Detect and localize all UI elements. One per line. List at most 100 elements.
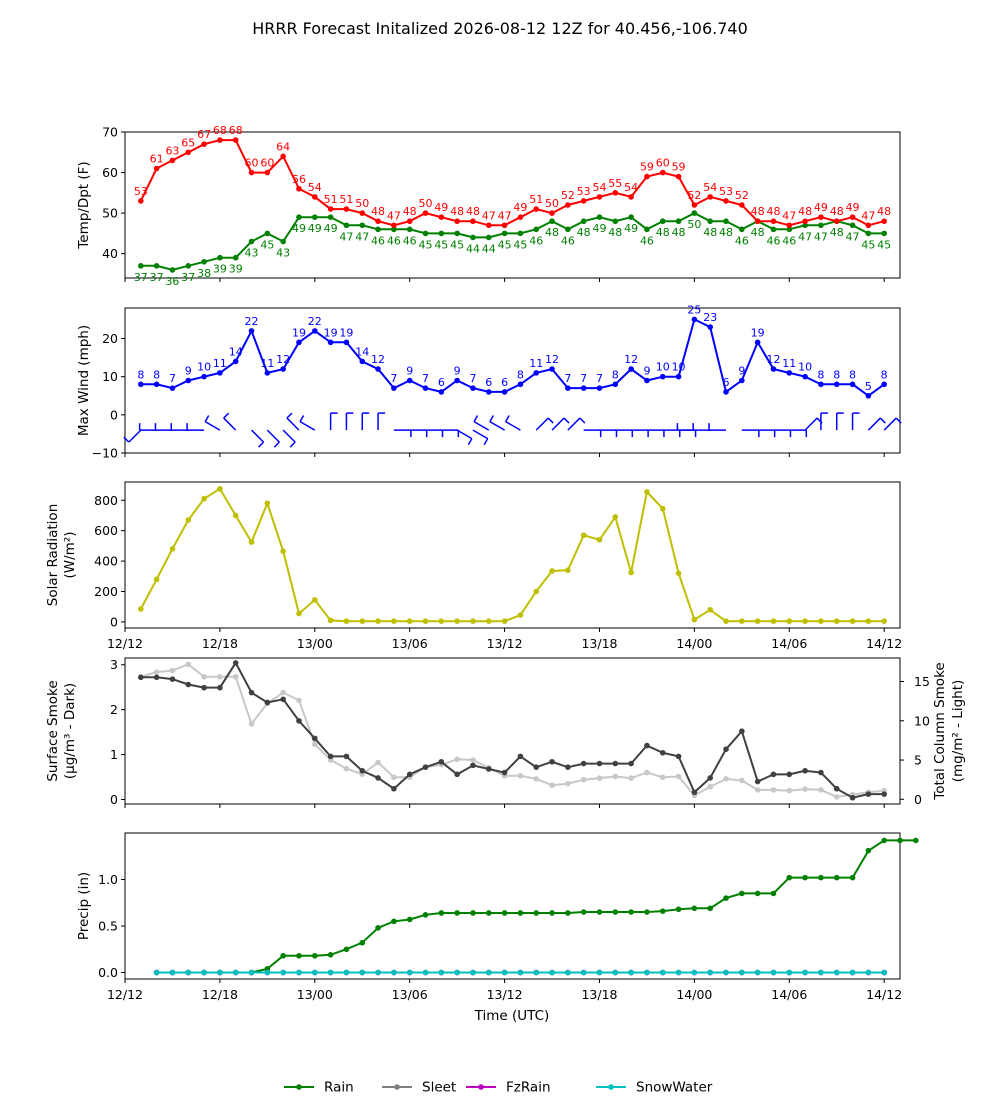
temp-point [739,202,745,208]
wind-barb-flag [547,417,554,424]
column-smoke-point [533,776,540,782]
dewpoint-data-label: 46 [387,234,401,247]
temp-data-label: 48 [766,205,780,218]
legend-label: Rain [324,1080,354,1096]
snowwater-point [296,969,302,976]
wind-point [517,381,524,388]
snowwater-point [754,969,761,976]
column-smoke-point [391,774,397,781]
wind-data-label: 8 [517,368,524,381]
column-smoke-point [675,773,682,780]
legend-swatch-marker [478,1084,484,1090]
wind-barb-flag [505,415,510,422]
surface-smoke-point [470,762,476,769]
wind-barb [489,420,505,431]
wind-barb [867,417,881,431]
wind-data-label: 12 [624,353,638,366]
snowwater-point [849,969,856,976]
temp-data-label: 47 [782,209,796,222]
column-smoke-point [248,721,255,727]
wind-data-label: 10 [798,361,812,374]
temp-data-label: 53 [577,185,591,198]
dewpoint-point [675,218,682,225]
snowwater-point [691,969,698,976]
temp-data-label: 61 [150,153,164,166]
surface-smoke-point [201,684,207,691]
temp-data-label: 60 [245,157,259,170]
surface-smoke-point [153,674,160,681]
temp-data-label: 51 [324,193,338,206]
dewpoint-point [786,226,793,233]
dewpoint-data-label: 45 [434,238,448,251]
surface-smoke-point [185,681,192,688]
solar-point [438,618,445,624]
temp-data-label: 59 [672,161,686,174]
surface-smoke-point [359,767,366,774]
wind-point [406,377,413,384]
temp-data-label: 60 [260,157,274,170]
rain-point [833,874,840,881]
temp-data-label: 51 [529,193,543,206]
column-smoke-point [217,674,223,680]
wind-barb-flag [286,412,293,419]
y2-axis-label: Total Column Smoke [932,662,948,800]
temp-data-label: 47 [861,209,875,222]
dewpoint-data-label: 37 [181,271,195,284]
rain-point [897,837,903,844]
plot-frame [124,657,901,805]
plot-frame [124,131,901,279]
dewpoint-point [138,263,144,269]
solar-point [422,618,429,624]
x-tick-label: 14/12 [866,636,902,651]
solar-point [501,618,508,624]
temp-point [723,198,729,204]
dewpoint-data-label: 46 [529,234,543,247]
solar-point [833,618,840,624]
y2-axis-unit: (mg/m² - Light) [950,680,966,783]
surface-smoke-point [343,753,350,760]
column-smoke-point [612,773,619,780]
dewpoint-data-label: 48 [545,226,559,239]
solar-point [612,514,619,520]
wind-barb-flag [258,441,265,448]
rain-point [549,910,555,916]
dewpoint-point [406,226,413,233]
temp-point [185,149,192,156]
dewpoint-point [264,230,271,237]
snowwater-point [327,969,334,976]
column-smoke-point [754,787,761,793]
column-smoke-point [311,741,318,748]
rain-point [723,895,729,901]
wind-point [802,373,808,380]
wind-data-label: 9 [185,365,192,378]
temp-point [881,218,887,225]
temp-point [818,214,824,220]
column-smoke-point [659,774,666,781]
temp-point [865,222,872,229]
wind-barb [282,429,296,443]
panel-smoke: 0 1 2 3 Surface Smoke (μg/m³ - Dark) 0 5 10 15 Tot… [45,657,966,808]
temp-point [280,153,286,160]
wind-barb [567,417,581,431]
solar-point [138,606,144,612]
x-tick-label: 12/12 [107,987,143,1002]
solar-point [580,532,587,539]
x-tick-label: 12/12 [107,636,143,651]
surface-smoke-point [833,785,840,792]
rain-point [881,837,887,844]
temp-data-label: 54 [592,181,606,194]
rain-point [533,910,540,916]
snowwater-point [501,969,508,976]
temp-data-label: 52 [561,189,575,202]
surface-smoke-point [438,758,445,765]
column-smoke-point [628,775,634,781]
snowwater-point [185,969,192,976]
solar-point [628,569,634,576]
solar-point [675,570,682,577]
wind-barb [128,429,142,443]
snowwater-point [422,969,429,976]
surface-smoke-point [707,775,714,781]
